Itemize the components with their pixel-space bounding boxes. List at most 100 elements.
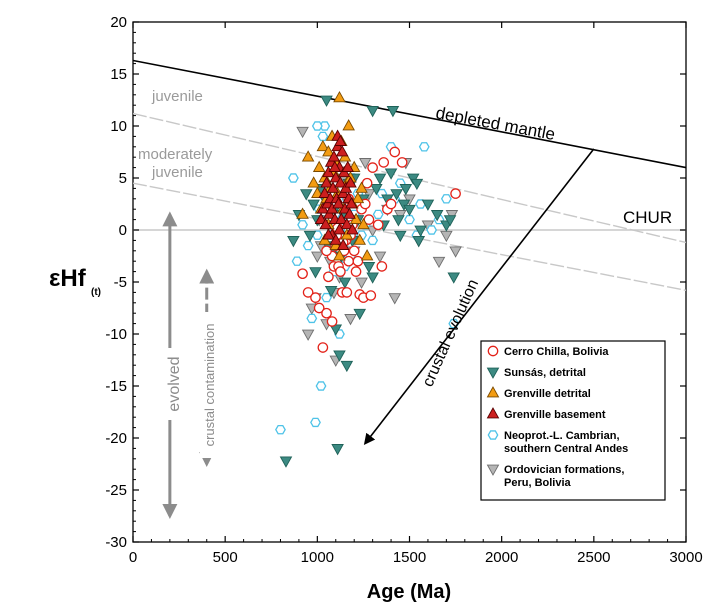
series-5-point-33 bbox=[440, 230, 453, 243]
series-0-point-22 bbox=[352, 255, 364, 267]
series-2-point-27 bbox=[355, 181, 368, 193]
series-3-point-27 bbox=[341, 160, 355, 172]
series-5-point-24 bbox=[373, 251, 387, 263]
series-0-point-1 bbox=[302, 287, 314, 298]
series-1-point-12 bbox=[324, 285, 338, 298]
series-4-point-1 bbox=[287, 173, 299, 183]
series-3-point-26 bbox=[340, 217, 354, 230]
y-tick-label-0: -30 bbox=[105, 534, 127, 551]
series-1-point-36 bbox=[392, 215, 405, 227]
series-2-point-1 bbox=[301, 150, 315, 162]
series-2-point-9 bbox=[322, 145, 335, 157]
series-3-point-31 bbox=[345, 197, 358, 209]
legend-marker-3 bbox=[486, 407, 500, 419]
y-tick-label-9: 15 bbox=[110, 66, 127, 83]
series-4-point-45 bbox=[311, 121, 323, 131]
series-4-point-40 bbox=[418, 142, 430, 152]
x-axis-title: Age (Ma) bbox=[367, 581, 451, 603]
x-tick-label-0: 0 bbox=[129, 549, 137, 566]
x-tick-label-5: 2500 bbox=[577, 549, 610, 566]
legend-items: Cerro Chilla, Bolivia Sunsás, detrital Gre… bbox=[486, 345, 628, 489]
crustal-evolution-label: crustal evolution bbox=[420, 277, 483, 390]
series-0-point-0 bbox=[297, 268, 308, 280]
legend-marker-1 bbox=[486, 367, 500, 379]
series-3-point-29 bbox=[343, 207, 356, 219]
series-0-point-36 bbox=[396, 157, 408, 168]
series-4-point-4 bbox=[302, 240, 314, 251]
legend-marker-0 bbox=[487, 345, 499, 357]
series-0-point-6 bbox=[323, 271, 334, 283]
depleted-mantle-label: depleted mantle bbox=[434, 103, 556, 144]
crustal-contamination-label: crustal contamination bbox=[202, 324, 217, 447]
series-2-point-4 bbox=[312, 160, 326, 172]
series-0-point-16 bbox=[341, 287, 353, 298]
legend-label-5-line2: Peru, Bolivia bbox=[504, 477, 572, 489]
series-0-point-28 bbox=[365, 290, 377, 301]
evolved-label: evolved bbox=[166, 356, 183, 411]
series-3-point-32 bbox=[346, 223, 359, 235]
legend-item-5: Ordovician formations,Peru, Bolivia bbox=[486, 464, 624, 489]
y-tick-label-5: -5 bbox=[114, 274, 127, 291]
series-1-point-5 bbox=[307, 199, 320, 211]
legend-label-0: Cerro Chilla, Bolivia bbox=[504, 346, 609, 358]
legend-box bbox=[480, 340, 666, 501]
series-1-point-42 bbox=[410, 178, 424, 191]
series-4-point-0 bbox=[275, 424, 286, 435]
series-1-point-40 bbox=[403, 204, 416, 217]
series-0-point-34 bbox=[385, 198, 397, 210]
series-4-point-2 bbox=[291, 256, 303, 266]
series-4-point-12 bbox=[321, 292, 332, 303]
series-0-point-37 bbox=[450, 188, 461, 199]
series-1-point-44 bbox=[421, 199, 435, 211]
series-2-point-34 bbox=[360, 249, 374, 261]
series-4-point-9 bbox=[315, 381, 327, 391]
crustal-contamination-label-bg bbox=[200, 312, 218, 458]
series-5-point-4 bbox=[311, 251, 324, 263]
series-1-point-37 bbox=[393, 230, 407, 243]
series-1-point-51 bbox=[353, 308, 367, 321]
series-3-point-21 bbox=[335, 145, 349, 157]
series-2-point-0 bbox=[296, 207, 309, 219]
x-tick-label-3: 1500 bbox=[393, 549, 426, 566]
legend: Cerro Chilla, Bolivia Sunsás, detrital Gre… bbox=[480, 340, 666, 501]
series-1-point-52 bbox=[366, 272, 379, 284]
series-0-point-32 bbox=[378, 157, 390, 168]
x-tick-label-4: 2000 bbox=[485, 549, 518, 566]
series-4-point-43 bbox=[440, 194, 452, 204]
data-series bbox=[275, 90, 462, 468]
series-1-point-10 bbox=[320, 95, 333, 107]
legend-marker-2 bbox=[486, 386, 500, 398]
legend-label-5: Ordovician formations, bbox=[504, 464, 624, 476]
series-4-point-10 bbox=[317, 131, 329, 142]
series-0-point-2 bbox=[310, 292, 321, 303]
series-1-point-43 bbox=[414, 225, 427, 237]
series-2-point-28 bbox=[357, 217, 370, 230]
series-4-point-5 bbox=[306, 313, 318, 324]
series-3-point-4 bbox=[320, 176, 333, 188]
series-3 bbox=[314, 129, 359, 250]
series-3-point-17 bbox=[332, 197, 345, 209]
series-3-point-3 bbox=[319, 217, 332, 230]
legend-marker-4 bbox=[487, 430, 499, 440]
series-1-point-16 bbox=[331, 444, 344, 456]
ref-line-moderately-juvenile bbox=[133, 182, 686, 292]
series-1-point-50 bbox=[362, 262, 376, 274]
legend-item-3: Grenville basement bbox=[486, 407, 606, 421]
series-1-point-6 bbox=[309, 267, 322, 279]
series-2-point-26 bbox=[353, 233, 367, 245]
series-3-point-19 bbox=[334, 176, 347, 188]
series-0-point-41 bbox=[321, 245, 332, 257]
legend-label-1: Sunsás, detrital bbox=[504, 367, 586, 379]
y-axis-title: εHf (t) bbox=[49, 265, 101, 298]
series-5-point-35 bbox=[449, 246, 462, 258]
series-1 bbox=[279, 95, 461, 468]
series-4-point-31 bbox=[367, 235, 379, 246]
series-4-point-3 bbox=[297, 220, 309, 230]
series-0-point-42 bbox=[326, 316, 338, 327]
series-0-point-35 bbox=[389, 146, 401, 158]
moderately-juvenile-label-line2: juvenile bbox=[151, 164, 203, 181]
series-5-point-32 bbox=[432, 256, 446, 269]
series-4-point-6 bbox=[310, 417, 321, 428]
y-tick-label-3: -15 bbox=[105, 378, 127, 395]
